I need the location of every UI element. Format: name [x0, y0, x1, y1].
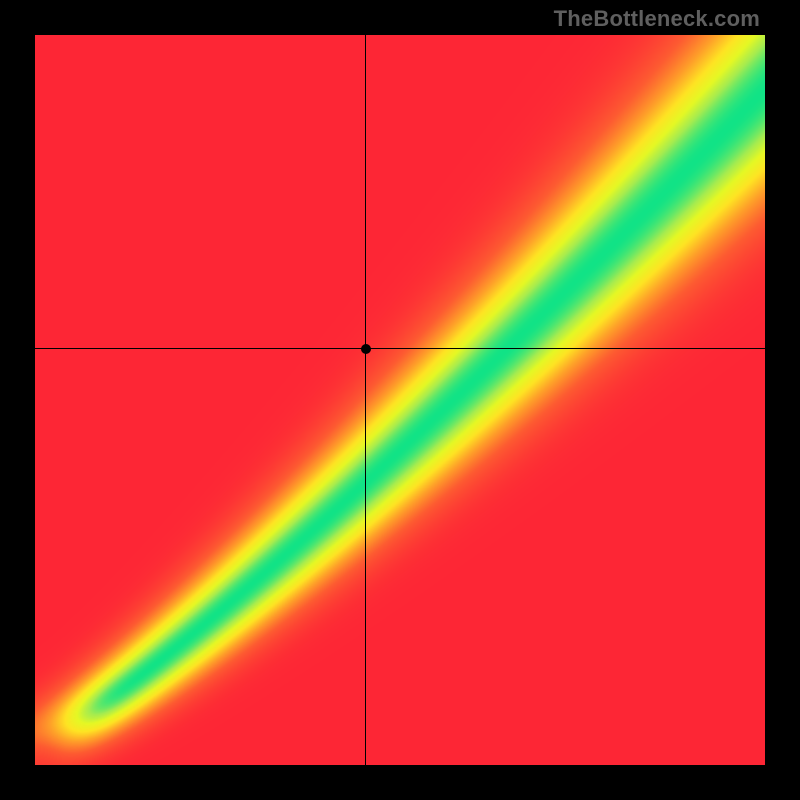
heatmap-canvas [35, 35, 765, 765]
plot-area [35, 35, 765, 765]
crosshair-horizontal [35, 348, 765, 349]
data-point-marker [361, 344, 371, 354]
crosshair-vertical [365, 35, 366, 765]
chart-container: TheBottleneck.com [0, 0, 800, 800]
watermark-text: TheBottleneck.com [554, 6, 760, 32]
